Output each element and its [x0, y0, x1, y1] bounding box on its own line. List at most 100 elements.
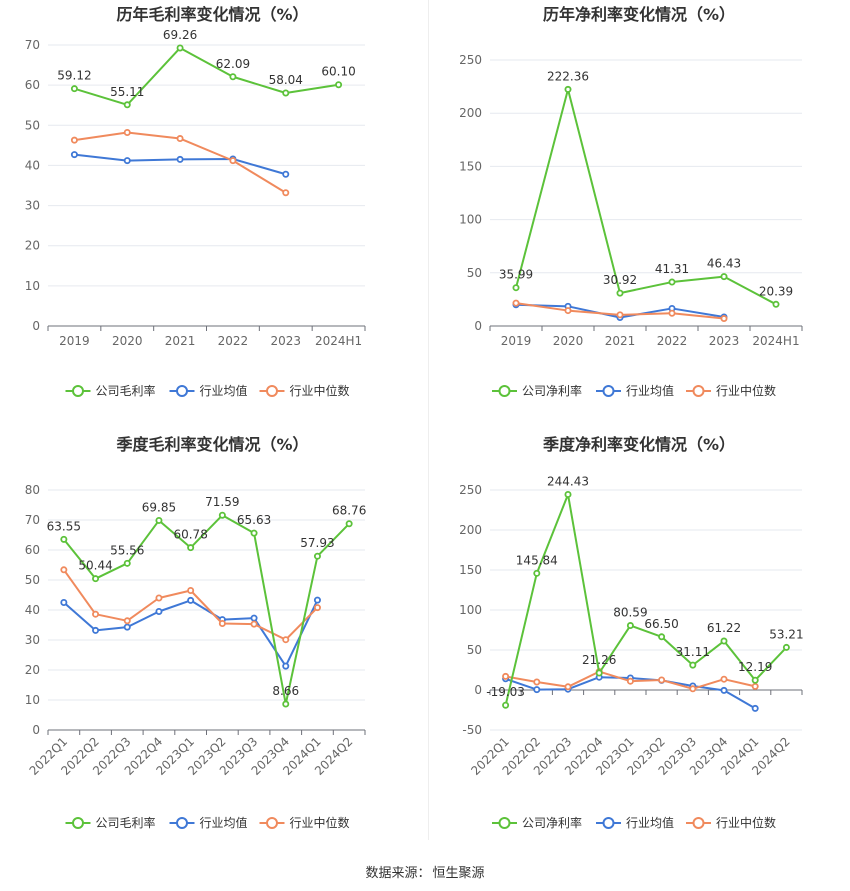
series-industry-avg — [60, 596, 321, 670]
y-tick-label: 0 — [474, 319, 482, 333]
data-point — [626, 677, 634, 685]
data-label: 66.50 — [644, 617, 678, 631]
data-point — [123, 129, 131, 137]
series-line — [74, 46, 339, 106]
data-label: 60.10 — [321, 65, 355, 79]
data-point — [123, 617, 131, 625]
data-point — [229, 73, 237, 81]
legend-item[interactable]: 行业均值 — [596, 383, 674, 398]
data-point — [502, 672, 510, 680]
data-label: 244.43 — [547, 474, 589, 488]
data-point — [123, 623, 131, 631]
chart-annual-gross-margin: 历年毛利率变化情况（%） 0 10 20 30 40 50 60 70 2019 2020 2021 2… — [0, 0, 425, 420]
data-point — [123, 157, 131, 165]
legend-marker — [498, 817, 511, 829]
legend-item[interactable]: 行业中位数 — [259, 815, 350, 830]
data-point — [533, 686, 541, 694]
legend: 公司毛利率 行业均值 行业中位数 — [65, 815, 350, 830]
legend-label: 行业中位数 — [716, 815, 776, 830]
chart-title: 历年毛利率变化情况（%） — [116, 5, 308, 24]
data-label: 63.55 — [47, 519, 81, 533]
y-tick-label: 60 — [25, 543, 40, 557]
data-point — [218, 619, 226, 627]
series-company — [502, 490, 790, 709]
legend-marker — [266, 817, 278, 829]
data-label: 53.21 — [769, 627, 803, 641]
x-tick-label: 2021 — [605, 334, 636, 348]
y-tick-label: 70 — [25, 513, 40, 527]
data-point — [668, 278, 676, 286]
data-point — [60, 598, 68, 606]
data-label: 31.11 — [676, 645, 710, 659]
chart-svg: 季度净利率变化情况（%）-500501001502002502022Q12022… — [459, 435, 803, 830]
chart-quarterly-gross-margin: 季度毛利率变化情况（%） 0 10 20 30 40 50 60 70 80 2022Q1 2022Q… — [0, 430, 425, 850]
data-point — [70, 136, 78, 144]
data-point — [60, 566, 68, 574]
y-tick-label: 50 — [25, 573, 40, 587]
legend-label: 行业均值 — [200, 815, 248, 830]
legend-item[interactable]: 行业均值 — [169, 815, 248, 830]
data-point — [689, 685, 697, 693]
data-label: 222.36 — [547, 69, 589, 83]
legend-label: 行业中位数 — [716, 383, 776, 398]
data-point — [502, 701, 510, 709]
data-point — [564, 85, 572, 93]
y-tick-label: 250 — [459, 483, 482, 497]
legend-item[interactable]: 公司毛利率 — [65, 383, 156, 398]
data-point — [313, 596, 321, 604]
data-point — [123, 559, 131, 567]
data-label: 21.26 — [582, 653, 616, 667]
x-tick-label: 2024H1 — [315, 334, 362, 348]
data-label: 12.19 — [738, 660, 772, 674]
data-point — [512, 284, 520, 292]
x-tick-label: 2023 — [709, 334, 740, 348]
data-label: 71.59 — [205, 495, 239, 509]
legend-label: 行业均值 — [200, 383, 248, 398]
data-point — [345, 520, 353, 528]
data-point — [533, 678, 541, 686]
data-label: 61.22 — [707, 621, 741, 635]
data-point — [658, 676, 666, 684]
data-point — [313, 552, 321, 560]
data-point — [70, 85, 78, 93]
series-industry-median — [502, 668, 759, 693]
chart-title: 季度毛利率变化情况（%） — [115, 435, 308, 454]
legend-item[interactable]: 行业中位数 — [686, 815, 776, 830]
y-tick-label: 50 — [467, 643, 482, 657]
data-point — [313, 604, 321, 612]
data-label: 69.26 — [163, 28, 197, 42]
data-point — [187, 586, 195, 594]
legend-item[interactable]: 行业均值 — [596, 815, 674, 830]
data-point — [720, 675, 728, 683]
y-tick-label: 250 — [459, 53, 482, 67]
legend-item[interactable]: 行业中位数 — [259, 383, 350, 398]
x-tick-label: 2020 — [112, 334, 143, 348]
legend-item[interactable]: 行业中位数 — [686, 383, 776, 398]
legend-label: 公司毛利率 — [96, 383, 156, 398]
data-point — [720, 315, 728, 323]
data-label: 30.92 — [603, 273, 637, 287]
legend-item[interactable]: 行业均值 — [169, 383, 248, 398]
series-line — [515, 88, 777, 306]
x-tick-label: 2019 — [59, 334, 90, 348]
legend-item[interactable]: 公司净利率 — [492, 815, 582, 830]
data-point — [668, 309, 676, 317]
data-point — [720, 637, 728, 645]
data-point — [782, 643, 790, 651]
y-tick-label: 80 — [25, 483, 40, 497]
legend-marker — [602, 385, 615, 397]
data-point — [155, 594, 163, 602]
legend-marker — [602, 817, 615, 829]
data-point — [282, 636, 290, 644]
y-tick-label: 60 — [25, 78, 40, 92]
data-source-label: 数据来源： — [365, 866, 431, 881]
data-point — [282, 700, 290, 708]
legend-marker — [176, 817, 188, 829]
legend-item[interactable]: 公司毛利率 — [65, 815, 156, 830]
y-tick-label: 50 — [25, 118, 40, 132]
x-tick-label: 2021 — [165, 334, 196, 348]
y-tick-label: 10 — [25, 279, 40, 293]
legend-marker — [72, 385, 84, 397]
y-tick-label: 0 — [32, 723, 40, 737]
legend-item[interactable]: 公司净利率 — [492, 383, 582, 398]
